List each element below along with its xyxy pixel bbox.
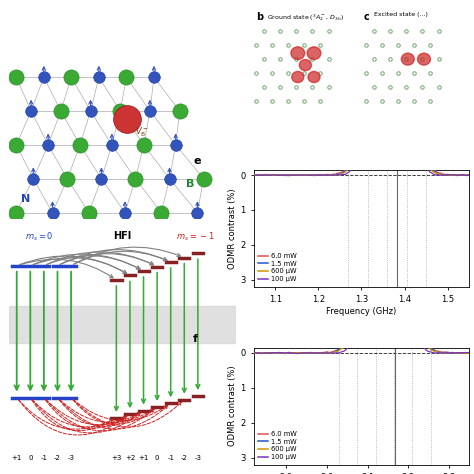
Text: -1: -1 xyxy=(40,456,47,462)
Point xyxy=(12,141,20,149)
Point xyxy=(49,209,56,217)
Circle shape xyxy=(299,60,311,71)
Text: -3: -3 xyxy=(194,456,201,462)
Text: +3: +3 xyxy=(111,456,121,462)
Point xyxy=(68,73,75,81)
Text: 0: 0 xyxy=(155,456,159,462)
Point xyxy=(95,73,103,81)
Bar xyxy=(9,306,236,343)
Circle shape xyxy=(308,72,320,82)
Point xyxy=(40,73,47,81)
Point xyxy=(166,175,173,182)
Point xyxy=(121,209,129,217)
Point xyxy=(64,175,71,182)
Text: N: N xyxy=(21,194,30,204)
Text: f: f xyxy=(193,334,198,344)
Point xyxy=(45,141,52,149)
Text: e: e xyxy=(193,156,201,166)
Point xyxy=(140,141,147,149)
Circle shape xyxy=(307,47,321,60)
Text: -2: -2 xyxy=(181,456,188,462)
Text: $V_\mathrm{B}^-$: $V_\mathrm{B}^-$ xyxy=(135,126,149,139)
Point xyxy=(132,175,139,182)
Point xyxy=(172,141,180,149)
Point xyxy=(98,175,105,182)
Point xyxy=(76,141,84,149)
Legend: 6.0 mW, 1.5 mW, 600 μW, 100 μW: 6.0 mW, 1.5 mW, 600 μW, 100 μW xyxy=(257,252,298,283)
Point xyxy=(150,73,158,81)
Text: -3: -3 xyxy=(68,456,74,462)
Point xyxy=(27,107,35,115)
Y-axis label: ODMR contrast (%): ODMR contrast (%) xyxy=(228,366,237,447)
Text: +1: +1 xyxy=(138,456,149,462)
Text: B: B xyxy=(186,179,194,189)
Point xyxy=(176,107,183,115)
Circle shape xyxy=(401,53,414,65)
Point xyxy=(146,107,154,115)
Point xyxy=(29,175,37,182)
Point xyxy=(57,107,64,115)
Point xyxy=(194,209,201,217)
Point xyxy=(87,107,94,115)
Point xyxy=(85,209,92,217)
Point xyxy=(123,73,130,81)
Y-axis label: ODMR contrast (%): ODMR contrast (%) xyxy=(228,188,237,269)
Text: c: c xyxy=(364,12,369,22)
Circle shape xyxy=(418,53,430,65)
Text: Ground state ($^3A_2^-$, $D_{3h}$): Ground state ($^3A_2^-$, $D_{3h}$) xyxy=(266,12,344,23)
Text: $m_s = 0$: $m_s = 0$ xyxy=(25,230,53,243)
Text: 0: 0 xyxy=(28,456,33,462)
Point xyxy=(117,107,124,115)
Point xyxy=(200,175,208,182)
Text: b: b xyxy=(256,12,263,22)
Point xyxy=(12,73,20,81)
Text: -1: -1 xyxy=(167,456,174,462)
Legend: 6.0 mW, 1.5 mW, 600 μW, 100 μW: 6.0 mW, 1.5 mW, 600 μW, 100 μW xyxy=(257,429,298,461)
Point xyxy=(123,115,131,123)
Circle shape xyxy=(291,47,305,60)
Text: +1: +1 xyxy=(11,456,22,462)
Point xyxy=(108,141,116,149)
Text: +2: +2 xyxy=(125,456,135,462)
Circle shape xyxy=(292,72,304,82)
Point xyxy=(157,209,165,217)
X-axis label: Frequency (GHz): Frequency (GHz) xyxy=(326,307,397,316)
Text: $m_s = -1$: $m_s = -1$ xyxy=(176,230,214,243)
Text: HFI: HFI xyxy=(114,231,132,241)
Text: -2: -2 xyxy=(54,456,61,462)
Point xyxy=(12,209,20,217)
Text: Excited state (...): Excited state (...) xyxy=(374,12,428,18)
